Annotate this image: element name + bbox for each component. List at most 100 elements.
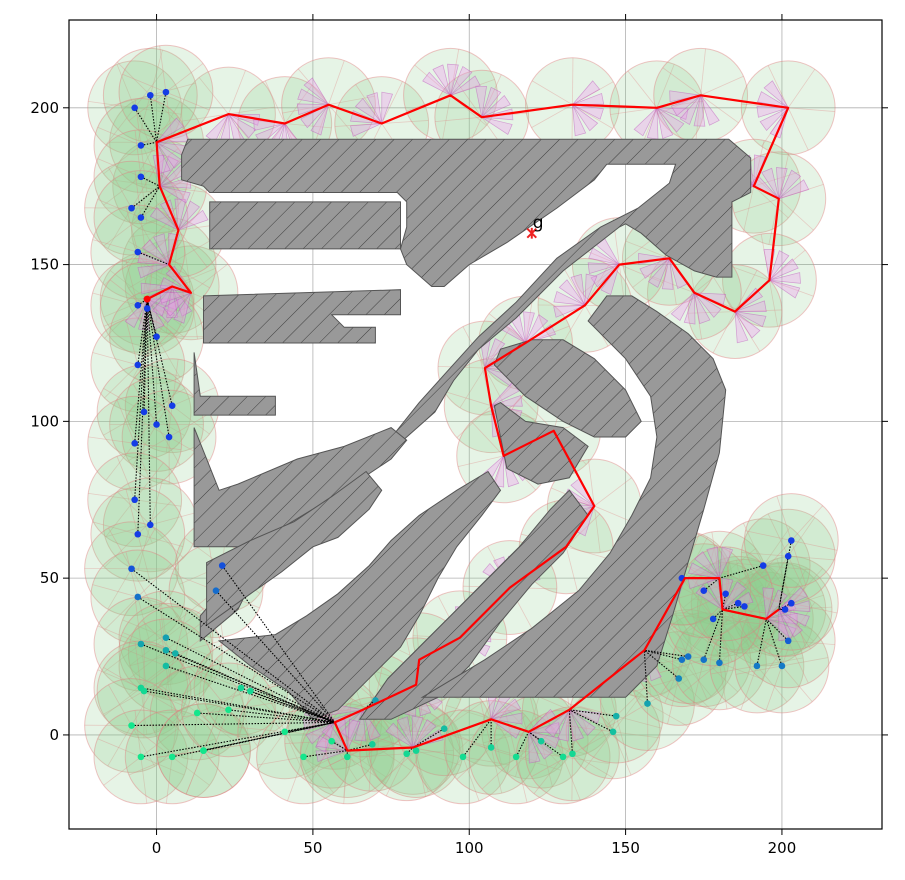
coverage-ray (128, 637, 167, 667)
coverage-ray (284, 740, 332, 744)
coverage-ray (667, 678, 680, 725)
sensor-fan (778, 179, 810, 200)
coverage-ray (737, 564, 766, 604)
coverage-ray (156, 142, 181, 184)
x-tick-label: 100 (455, 839, 484, 857)
coverage-ray (228, 106, 275, 115)
coverage-ray (131, 528, 156, 569)
coverage-ray (109, 270, 148, 300)
coverage-ray (168, 240, 210, 265)
coverage-ray (104, 596, 139, 631)
coverage-ray (103, 298, 148, 318)
coverage-ray (743, 577, 780, 610)
tree-node (328, 737, 335, 745)
sensor-fan (557, 709, 570, 742)
coverage-ray (175, 640, 221, 654)
coverage-ray (284, 123, 332, 129)
goal-label: g (533, 213, 544, 233)
coverage-ray (347, 756, 387, 784)
sensor-fan (639, 257, 670, 279)
coverage-ray (97, 158, 142, 178)
coverage-ray (149, 49, 163, 96)
sensor-fan (156, 117, 185, 143)
tree-node (369, 741, 376, 748)
sensor-fan (481, 116, 513, 135)
sensor-fan (572, 104, 587, 137)
coverage-ray (132, 142, 157, 184)
tree-edge (644, 649, 683, 661)
coverage-ray (725, 547, 731, 594)
coverage-ray (533, 756, 564, 794)
coverage-ray (462, 756, 510, 766)
coverage-ray (137, 500, 172, 535)
coverage-ray (571, 753, 573, 801)
tree-node (134, 593, 142, 601)
coverage-ray (531, 104, 573, 129)
sensor-fan (633, 107, 658, 137)
tree-edge (172, 721, 335, 758)
tree-node (134, 361, 142, 369)
coverage-ray (137, 272, 172, 306)
coverage-ray (415, 750, 427, 797)
tree-edge (134, 299, 148, 500)
sensor-fan (584, 273, 598, 306)
coverage-ray (239, 690, 251, 737)
coverage-ray (788, 107, 835, 112)
coverage-ray (103, 145, 142, 175)
coverage-ray (165, 637, 173, 685)
tree-edge (215, 590, 336, 723)
sensor-fan (366, 92, 383, 124)
tree-node (247, 687, 254, 695)
coverage-ray (471, 743, 517, 758)
coverage-ray (203, 750, 233, 788)
sensor-fan (700, 95, 720, 126)
coverage-ray (531, 80, 573, 106)
coverage-ray (284, 85, 313, 124)
sensor-fan (411, 715, 424, 748)
coverage-ray (122, 647, 167, 667)
tree-node (403, 750, 411, 758)
coverage-ray (250, 690, 285, 724)
coverage-ray (711, 616, 720, 663)
coverage-ray (103, 308, 148, 327)
coverage-ray (496, 727, 542, 742)
coverage-ray (105, 499, 135, 538)
path-line (146, 94, 790, 752)
sensor-fan (568, 709, 584, 742)
tree-edge (528, 731, 564, 758)
obstacle (420, 295, 727, 698)
coverage-ray (561, 264, 586, 306)
sensor-fan (647, 258, 670, 288)
coverage-ray (163, 653, 176, 699)
sensor-fan (763, 80, 789, 109)
sensor-fan (778, 609, 803, 638)
tree-node (168, 753, 176, 761)
coverage-ray (491, 747, 537, 762)
coverage-ray (238, 726, 285, 733)
obstacle (209, 201, 401, 250)
goal-marker (526, 227, 537, 239)
coverage-ray (140, 659, 179, 689)
coverage-ray (432, 756, 464, 794)
sensor-fan (762, 587, 775, 619)
coverage-ray (740, 665, 758, 711)
coverage-ray (104, 305, 139, 339)
coverage-ray (137, 596, 151, 643)
coverage-ray (191, 712, 198, 760)
coverage-ray (481, 756, 517, 790)
coverage-ray (710, 603, 739, 642)
coverage-ray (569, 709, 613, 729)
coverage-ray (767, 513, 789, 557)
coverage-ray (751, 574, 767, 620)
sensor-fan (171, 286, 193, 317)
coverage-ray (695, 95, 702, 142)
coverage-ray (159, 684, 198, 714)
coverage-ray (688, 311, 736, 314)
sensor-fan (350, 123, 382, 137)
y-tick-label: 100 (30, 412, 59, 430)
coverage-ray (719, 662, 728, 710)
coverage-ray (711, 531, 720, 579)
coverage-ray (625, 240, 670, 259)
coverage-ray (790, 540, 807, 586)
sensor-fan (149, 206, 179, 231)
